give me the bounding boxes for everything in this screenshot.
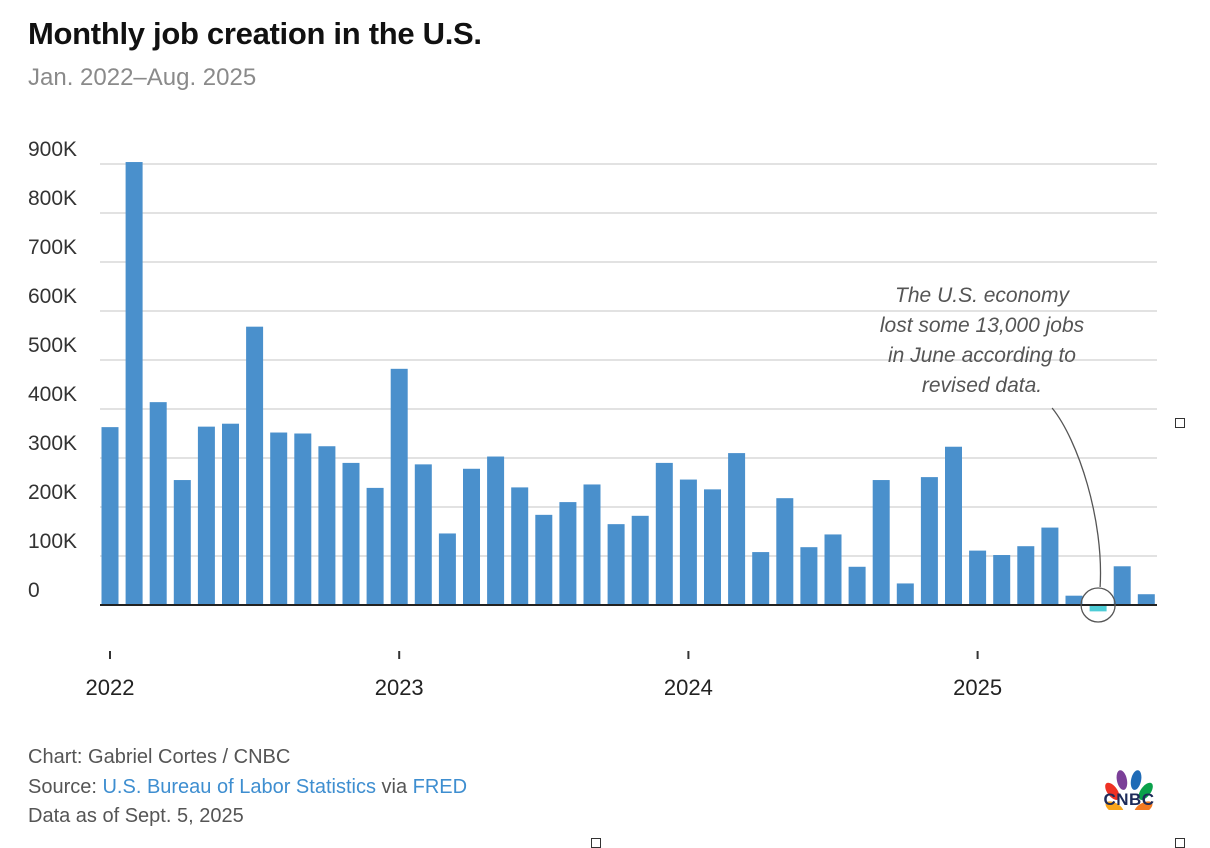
selection-handle: [1175, 838, 1185, 848]
source-link-fred[interactable]: FRED: [412, 776, 468, 798]
bar: [173, 480, 191, 605]
bar: [824, 534, 842, 605]
y-tick-label: 500K: [28, 334, 77, 357]
bar: [776, 498, 794, 605]
bar: [342, 462, 360, 605]
annotation-text: The U.S. economy: [895, 284, 1070, 307]
bar: [920, 477, 938, 605]
y-tick-label: 100K: [28, 530, 77, 553]
x-tick-label: 2024: [664, 675, 713, 700]
bar: [848, 566, 866, 605]
y-tick-label: 300K: [28, 432, 77, 455]
annotation-text: in June according to: [888, 344, 1076, 367]
y-tick-label: 900K: [28, 138, 77, 161]
bar: [655, 462, 673, 605]
chart-subtitle: Jan. 2022–Aug. 2025: [28, 64, 257, 91]
source-line: Source: U.S. Bureau of Labor Statistics …: [28, 776, 467, 799]
bar: [679, 479, 697, 605]
bar: [631, 515, 649, 605]
bar: [993, 555, 1011, 605]
bar: [1041, 527, 1059, 605]
bar: [487, 456, 505, 605]
annotation-text: lost some 13,000 jobs: [880, 314, 1085, 337]
data-as-of: Data as of Sept. 5, 2025: [28, 805, 244, 827]
bar: [559, 502, 577, 605]
bar: [390, 368, 408, 605]
bar: [1137, 594, 1155, 605]
x-tick-label: 2022: [86, 675, 135, 700]
bar: [1017, 546, 1035, 605]
cnbc-peacock-icon: [1105, 770, 1153, 810]
bar: [197, 426, 215, 605]
bar: [945, 446, 962, 605]
cnbc-logo-text: CNBC: [1103, 790, 1155, 809]
bar: [872, 480, 890, 605]
y-tick-label: 200K: [28, 481, 77, 504]
bar: [101, 427, 119, 605]
selection-handle: [1175, 418, 1185, 428]
bar: [463, 468, 480, 605]
bar: [149, 402, 167, 605]
y-tick-label: 700K: [28, 236, 77, 259]
annotation-text: revised data.: [922, 374, 1042, 397]
annotation-circle: [1080, 587, 1116, 623]
y-tick-label: 0: [28, 579, 40, 602]
bar: [246, 326, 264, 605]
bar: [511, 487, 529, 605]
source-via: via: [375, 776, 413, 798]
chart-title: Monthly job creation in the U.S.: [28, 16, 482, 51]
bar: [270, 432, 288, 605]
bar: [752, 552, 770, 605]
x-tick-label: 2025: [953, 675, 1002, 700]
y-tick-label: 800K: [28, 187, 77, 210]
bar: [583, 484, 601, 605]
bar: [728, 453, 746, 605]
selection-handle: [591, 838, 601, 848]
bar: [366, 487, 384, 605]
bar: [704, 489, 721, 605]
bar: [414, 464, 432, 605]
y-tick-label: 600K: [28, 285, 77, 308]
bar: [1113, 566, 1131, 605]
chart-credit: Chart: Gabriel Cortes / CNBC: [28, 746, 291, 768]
source-link-bls[interactable]: U.S. Bureau of Labor Statistics: [102, 776, 376, 798]
bar: [294, 433, 312, 605]
annotation-leader-line: [1051, 407, 1102, 588]
bar: [438, 533, 456, 605]
source-prefix: Source:: [28, 776, 103, 798]
bar: [896, 583, 914, 605]
y-tick-label: 400K: [28, 383, 77, 406]
bar: [800, 547, 818, 605]
bar: [535, 514, 553, 605]
bar: [1065, 595, 1083, 605]
bar: [969, 550, 987, 605]
bar: [125, 162, 143, 606]
bar: [1089, 605, 1107, 612]
bar: [607, 524, 625, 605]
bar: [222, 423, 239, 605]
x-tick-label: 2023: [375, 675, 424, 700]
bar: [318, 446, 336, 605]
